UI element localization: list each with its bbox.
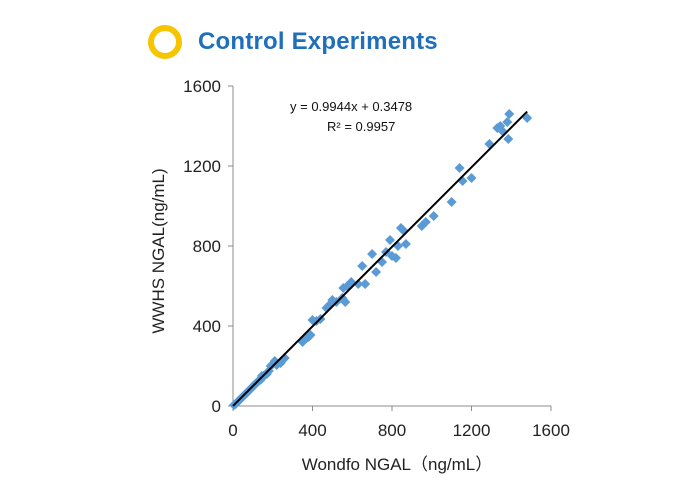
data-point	[357, 261, 368, 271]
data-point	[504, 109, 515, 119]
y-tick-label: 1600	[183, 77, 221, 96]
x-tick-label: 1600	[532, 421, 570, 440]
data-point	[367, 249, 378, 259]
trendline-line	[232, 110, 528, 407]
data-point	[340, 297, 351, 307]
data-point	[371, 267, 382, 277]
data-point	[305, 330, 316, 340]
y-tick-label: 400	[193, 317, 221, 336]
y-axis-label: WWHS NGAL(ng/mL)	[149, 168, 168, 333]
ring-icon	[148, 25, 182, 59]
y-tick-label: 1200	[183, 157, 221, 176]
y-tick-label: 800	[193, 237, 221, 256]
x-tick-label: 0	[228, 421, 237, 440]
data-point	[498, 127, 509, 137]
header: Control Experiments	[148, 24, 438, 60]
tick-labels: 00 400 400 800 800 1200 1200 1600 1600	[183, 77, 570, 440]
x-tick-label: 1200	[453, 421, 491, 440]
r-squared-label: R² = 0.9957	[327, 119, 395, 134]
data-point	[385, 235, 396, 245]
data-point	[353, 279, 364, 289]
trendline-equation: y = 0.9944x + 0.3478	[290, 99, 412, 114]
y-axis	[228, 85, 234, 407]
data-point	[390, 253, 401, 263]
x-axis-label: Wondfo NGAL（ng/mL）	[302, 455, 493, 474]
data-point	[360, 279, 371, 289]
data-point	[420, 217, 431, 227]
data-point	[466, 173, 477, 183]
data-point	[377, 257, 388, 267]
trendline	[232, 110, 528, 407]
y-tick-label: 0	[212, 397, 221, 416]
x-tick-label: 400	[298, 421, 326, 440]
data-point	[446, 197, 457, 207]
data-point	[484, 139, 495, 149]
data-point	[400, 239, 411, 249]
data-point	[503, 134, 514, 144]
data-point	[454, 163, 465, 173]
x-tick-label: 800	[378, 421, 406, 440]
page-title: Control Experiments	[198, 28, 438, 55]
data-point	[502, 117, 513, 127]
x-axis	[232, 405, 552, 411]
data-point	[392, 241, 403, 251]
data-point	[428, 211, 439, 221]
